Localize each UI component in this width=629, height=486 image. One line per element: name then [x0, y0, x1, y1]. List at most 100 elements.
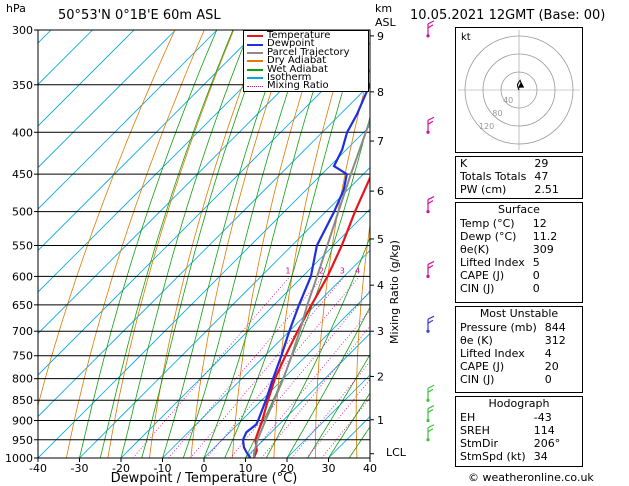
- pressure-tick-label: 550: [12, 239, 33, 252]
- legend-item-temperature: Temperature: [247, 30, 365, 41]
- temperature-tick-label: 30: [322, 462, 336, 475]
- legend-label: Dewpoint: [267, 38, 315, 50]
- mixing-ratio-label: 2: [319, 266, 324, 275]
- mixing-ratio-label: 6: [377, 266, 382, 275]
- skewt-series-layer: 12346810162025: [241, 81, 443, 458]
- legend-item-dewpoint: Dewpoint: [247, 38, 365, 50]
- mixing-ratio-label: 4: [355, 266, 360, 275]
- legend-swatch: [247, 86, 263, 88]
- km-tick-label: 7: [377, 135, 384, 148]
- index-value: 11.2: [532, 230, 558, 243]
- temperature-tick-label: -20: [112, 462, 130, 475]
- wet-adiabat-line: [141, 30, 269, 458]
- index-row: SREH 114: [456, 424, 582, 437]
- isotherm-line: [38, 30, 259, 252]
- temperature-tick-label: 10: [239, 462, 253, 475]
- km-tick-label: 9: [377, 30, 384, 43]
- wind-barb: [426, 405, 435, 423]
- index-value: 206°: [533, 437, 561, 450]
- index-label: CIN (J): [460, 282, 495, 295]
- legend-label: Temperature: [267, 30, 331, 41]
- wind-barbs: [426, 20, 435, 442]
- legend-list: Temperature Dewpoint Parcel Trajectory Dry …: [247, 30, 365, 91]
- wind-barb: [426, 20, 435, 38]
- index-value: 12: [532, 217, 547, 230]
- km-tick-label: 4: [377, 279, 384, 292]
- pressure-tick-label: 650: [12, 299, 33, 312]
- index-label: Temp (°C): [460, 217, 515, 230]
- pressure-tick-label: 850: [12, 394, 33, 407]
- isotherm-line: [203, 291, 370, 458]
- dry-adiabat-line: [609, 30, 629, 458]
- wet-adiabat-line: [307, 353, 370, 458]
- wet-adiabat-line: [79, 30, 218, 458]
- mixing-ratio-label: 16: [433, 266, 443, 275]
- legend-item-isotherm: Isotherm: [247, 72, 365, 83]
- km-tick-label: 2: [377, 370, 384, 383]
- wind-barb: [426, 424, 435, 442]
- dry-adiabat-line: [396, 30, 440, 458]
- index-value: 34: [533, 450, 548, 463]
- index-row: Lifted Index 4: [456, 347, 582, 360]
- skewt-background-lines: [38, 30, 629, 458]
- index-label: θe (K): [460, 334, 493, 347]
- hodograph-ring-label: 80: [492, 109, 502, 118]
- legend-label: Wet Adiabat: [267, 63, 328, 75]
- index-label: StmDir: [460, 437, 499, 450]
- index-row: θe (K) 312: [456, 334, 582, 347]
- wet-adiabat-line: [265, 236, 370, 458]
- most-unstable-panel: Most Unstable Pressure (mb) 844 θe (K) 312 L…: [455, 306, 583, 393]
- mixing-ratio-label: 10: [404, 266, 414, 275]
- legend-swatch: [247, 60, 263, 63]
- index-row: CAPE (J) 0: [456, 269, 582, 282]
- mixing-ratio-line: [247, 309, 370, 458]
- index-row: StmSpd (kt) 34: [456, 450, 582, 463]
- mixing-ratio-axis-label: Mixing Ratio (g/kg): [388, 240, 401, 344]
- temperature-line: [252, 175, 370, 458]
- legend-swatch: [247, 51, 263, 54]
- index-value: 309: [532, 243, 554, 256]
- wind-barb: [426, 260, 435, 279]
- index-row: Temp (°C) 12: [456, 217, 582, 230]
- pressure-tick-label: 800: [12, 373, 33, 386]
- index-value: 844: [544, 321, 566, 334]
- legend-item-dry-adiabat: Dry Adiabat: [247, 55, 365, 67]
- location-title: 50°53'N 0°1B'E 60m ASL: [58, 8, 221, 23]
- legend-label: Dry Adiabat: [267, 55, 327, 67]
- index-value: 0: [532, 269, 540, 282]
- legend-item-mixing-ratio: Mixing Ratio: [247, 81, 365, 91]
- indices-top-panel: K 29 Totals Totals 47 PW (cm) 2.51: [455, 156, 583, 199]
- index-row: CIN (J) 0: [456, 282, 582, 295]
- index-value: 47: [534, 170, 549, 183]
- mixing-ratio-line: [132, 276, 291, 458]
- legend-label: Parcel Trajectory: [267, 46, 350, 58]
- dry-adiabat-line: [315, 66, 370, 458]
- legend-swatch: [247, 77, 263, 80]
- copyright-text: © weatheronline.co.uk: [468, 471, 594, 484]
- index-label: Lifted Index: [460, 347, 525, 360]
- storm-motion-marker: [518, 81, 525, 88]
- legend-swatch: [247, 43, 263, 46]
- km-label: km: [375, 2, 392, 15]
- mixing-ratio-label: 1: [285, 266, 290, 275]
- legend-swatch: [247, 68, 263, 71]
- index-row: θe(K) 309: [456, 243, 582, 256]
- surface-title: Surface: [498, 203, 540, 216]
- pressure-tick-label: 300: [12, 24, 33, 37]
- hpa-label: hPa: [6, 2, 26, 15]
- legend-swatch: [247, 35, 263, 38]
- isotherm-line: [38, 30, 301, 293]
- index-row: CAPE (J) 20: [456, 360, 582, 373]
- dewpoint-line: [241, 81, 370, 458]
- index-label: Pressure (mb): [460, 321, 537, 334]
- most-unstable-title: Most Unstable: [479, 307, 559, 320]
- index-row: EH -43: [456, 411, 582, 424]
- index-label: Dewp (°C): [460, 230, 517, 243]
- index-label: CIN (J): [460, 373, 495, 386]
- temperature-tick-label: 40: [363, 462, 377, 475]
- index-label: StmSpd (kt): [460, 450, 526, 463]
- index-value: 29: [534, 157, 549, 170]
- dry-adiabat-line: [66, 30, 205, 458]
- skewt-axes: 3003504004505005506006507007508008509009…: [5, 24, 384, 475]
